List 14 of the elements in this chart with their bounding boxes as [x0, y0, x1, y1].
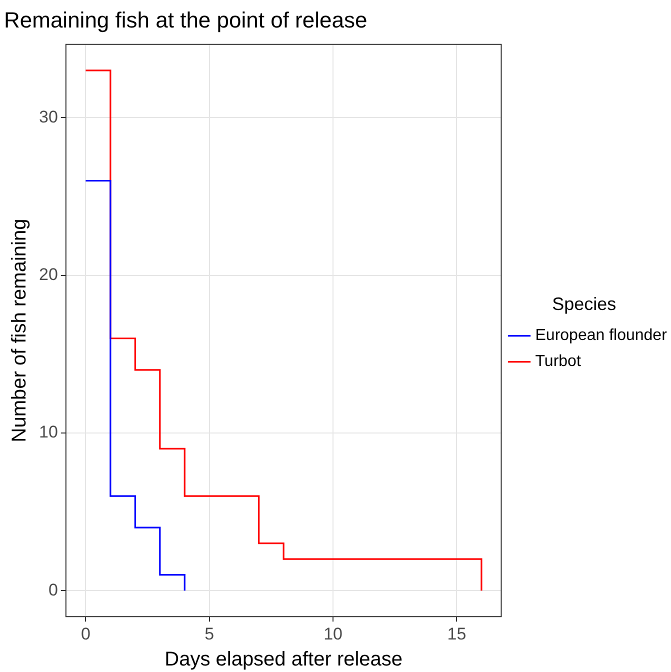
chart-title: Remaining fish at the point of release: [4, 7, 368, 32]
legend-label: Turbot: [535, 353, 582, 370]
x-tick-label: 10: [324, 624, 343, 644]
x-tick-label: 5: [204, 624, 214, 644]
y-tick-label: 30: [38, 107, 58, 126]
y-tick-label: 20: [38, 265, 58, 284]
legend-label: European flounder: [535, 327, 668, 344]
x-tick-label: 0: [80, 624, 90, 644]
y-tick-label: 10: [38, 422, 58, 442]
x-axis-title: Days elapsed after release: [164, 648, 403, 671]
x-tick-label: 15: [447, 624, 466, 644]
legend-title: Species: [552, 294, 616, 314]
y-axis-title: Number of fish remaining: [8, 218, 31, 442]
y-tick-label: 0: [48, 580, 58, 600]
